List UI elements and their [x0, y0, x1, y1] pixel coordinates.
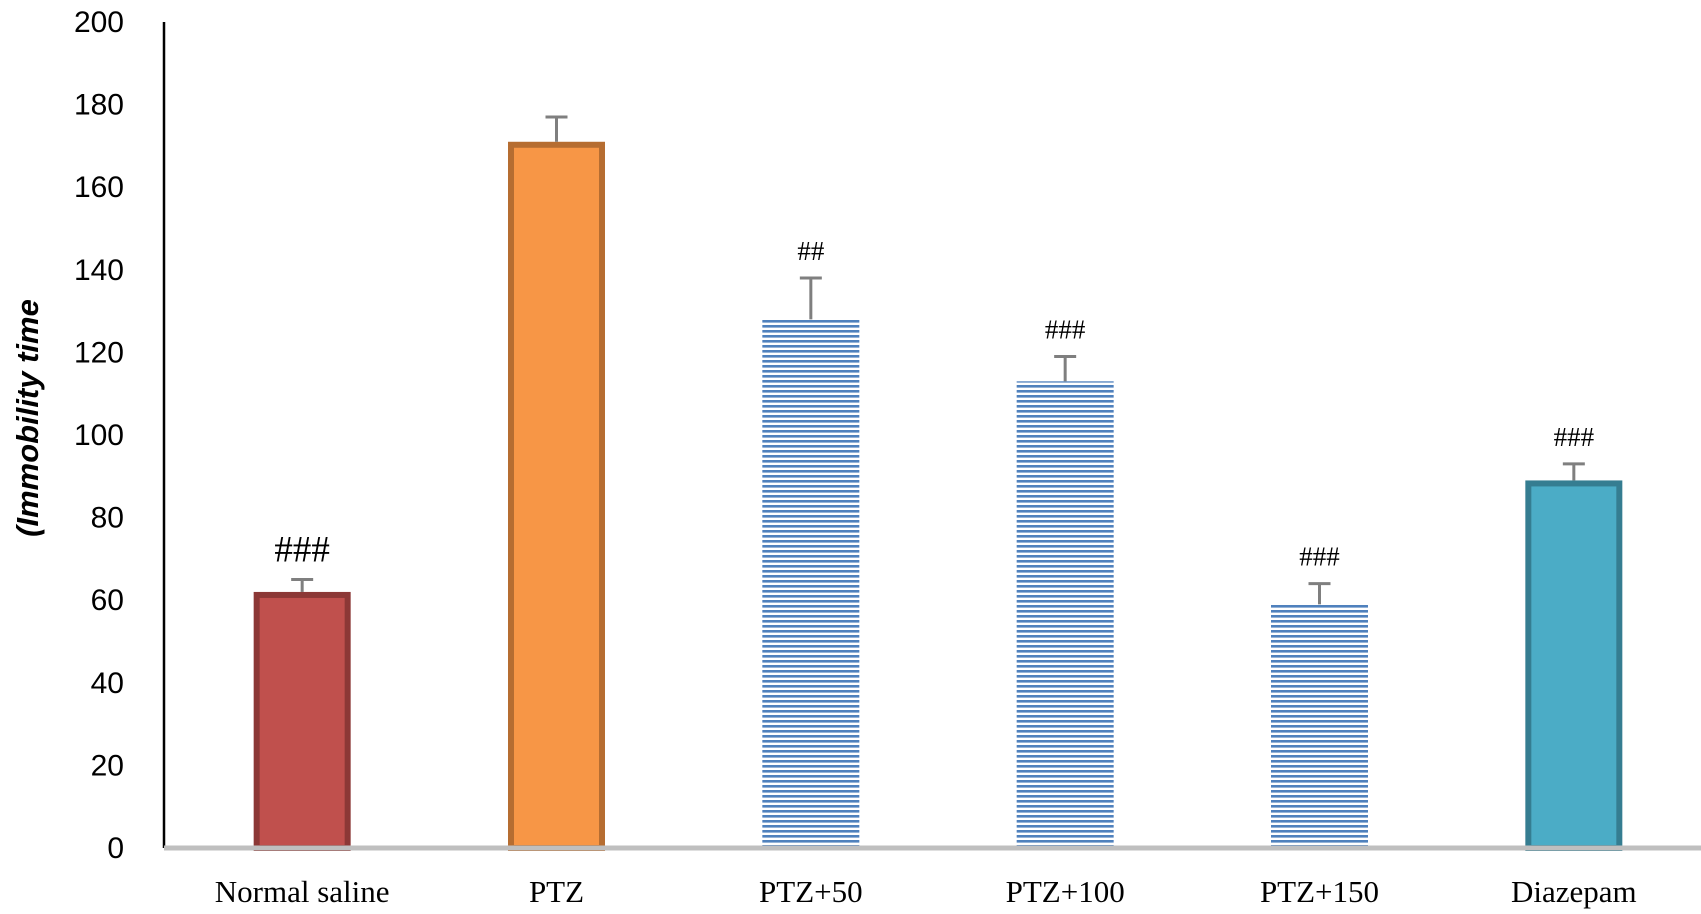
significance-label: ### [274, 530, 330, 571]
significance-label: ### [1299, 542, 1340, 572]
significance-label: ### [1554, 422, 1595, 452]
y-tick-label: 20 [91, 749, 124, 782]
y-tick-label: 80 [91, 502, 124, 535]
y-tick-label: 200 [74, 6, 124, 39]
x-tick-label: PTZ+150 [1260, 874, 1379, 909]
significance-label: ### [1045, 315, 1086, 345]
x-tick-label: PTZ [529, 874, 584, 909]
x-tick-label: Diazepam [1511, 874, 1637, 909]
bar [762, 319, 860, 848]
y-tick-label: 180 [74, 89, 124, 122]
y-tick-label: 120 [74, 336, 124, 369]
x-tick-label: PTZ+50 [759, 874, 863, 909]
bar [1271, 604, 1368, 848]
bar [1016, 381, 1114, 848]
x-tick-label: Normal saline [215, 874, 390, 909]
y-axis-title: (Immobility time [10, 299, 45, 537]
y-tick-label: 100 [74, 419, 124, 452]
bar [508, 141, 605, 851]
y-tick-label: 140 [74, 254, 124, 287]
significance-label: ## [797, 236, 825, 266]
y-tick-label: 160 [74, 171, 124, 204]
y-tick-label: 60 [91, 584, 124, 617]
y-tick-label: 40 [91, 667, 124, 700]
y-tick-label: 0 [107, 832, 124, 865]
bar [1525, 480, 1623, 851]
bar [253, 591, 351, 851]
x-tick-label: PTZ+100 [1006, 874, 1125, 909]
